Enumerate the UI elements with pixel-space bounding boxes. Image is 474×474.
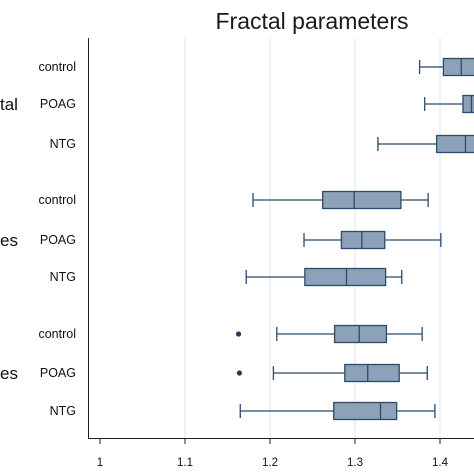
box <box>340 230 386 250</box>
box <box>344 363 400 383</box>
outlier-point <box>236 370 242 376</box>
box <box>333 401 398 421</box>
box <box>322 190 402 210</box>
labels-layer: 1 1.1 1.2 1.3 1.4 tal control POAG NTG es control P… <box>0 60 449 469</box>
box <box>442 57 474 77</box>
group-label: tal <box>0 95 18 114</box>
group-label: es <box>0 364 18 383</box>
category-label: NTG <box>50 404 76 418</box>
box <box>333 324 388 344</box>
marks-layer <box>235 57 474 421</box>
x-tick-label: 1.4 <box>432 457 449 469</box>
box <box>462 94 474 114</box>
x-tick-label: 1 <box>97 457 103 469</box>
category-label: POAG <box>40 233 76 247</box>
category-label: POAG <box>40 366 76 380</box>
grid-layer <box>99 38 441 444</box>
x-tick-label: 1.3 <box>347 457 363 469</box>
category-label: POAG <box>40 97 76 111</box>
category-label: control <box>38 60 76 74</box>
outlier-point <box>235 331 242 337</box>
chart-title: Fractal parameters <box>215 8 408 34</box>
category-label: control <box>38 193 76 207</box>
group-label: es <box>0 231 18 250</box>
box <box>435 134 474 154</box>
box <box>304 267 387 287</box>
category-label: control <box>38 327 76 341</box>
x-tick-label: 1.2 <box>262 457 278 469</box>
x-tick-label: 1.1 <box>177 457 193 469</box>
category-label: NTG <box>50 270 76 284</box>
category-label: NTG <box>50 137 76 151</box>
